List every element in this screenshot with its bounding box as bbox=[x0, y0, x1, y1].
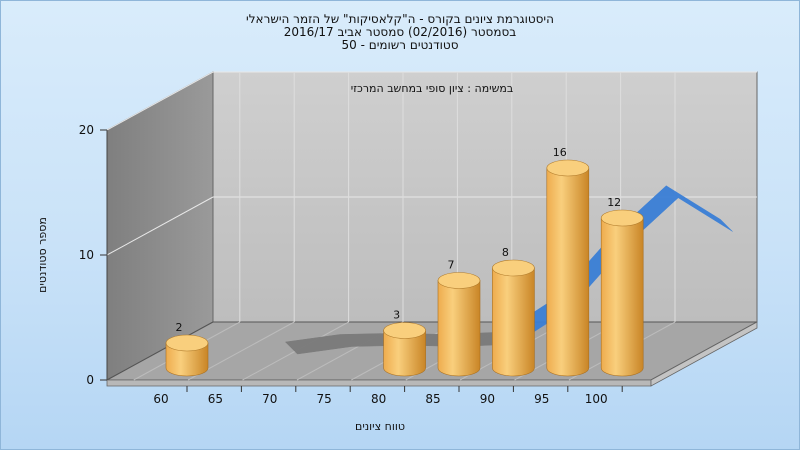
x-tick-label: 65 bbox=[208, 392, 223, 406]
gridline-side bbox=[106, 71, 214, 131]
x-tick-label: 75 bbox=[317, 392, 332, 406]
bar-value-label: 2 bbox=[176, 321, 183, 334]
bar-body bbox=[600, 217, 644, 377]
bar-body bbox=[546, 167, 590, 377]
chart-subtitle: במשימה : ציון סופי במחשב המרכזי bbox=[351, 82, 514, 95]
x-tick-label: 60 bbox=[153, 392, 168, 406]
bar-top bbox=[383, 322, 426, 339]
bar-value-label: 7 bbox=[448, 259, 455, 272]
gridline-side bbox=[106, 196, 214, 256]
curve-segment bbox=[666, 185, 733, 232]
bar-body bbox=[492, 267, 535, 377]
y-tick-label: 10 bbox=[79, 248, 94, 262]
floor-front-edge bbox=[106, 379, 652, 387]
bar: 7 bbox=[437, 259, 481, 377]
x-tick-label: 70 bbox=[262, 392, 277, 406]
bar: 3 bbox=[383, 309, 426, 377]
floor-right-edge bbox=[650, 321, 758, 387]
bar-body bbox=[437, 280, 481, 377]
bar-top bbox=[492, 259, 535, 277]
chart-title-line-3: סטודנטים רשומים - 50 bbox=[341, 38, 458, 52]
bar-top bbox=[165, 334, 209, 352]
bar: 16 bbox=[546, 146, 590, 377]
bar-body bbox=[165, 342, 209, 377]
y-axis-label: מספר סטודנטים bbox=[36, 217, 49, 293]
bar-top bbox=[600, 209, 644, 227]
bar-series: 2 3 7 8 16 12 bbox=[165, 146, 644, 377]
x-tick-label: 90 bbox=[480, 392, 495, 406]
bar-value-label: 8 bbox=[502, 246, 509, 259]
chart-title-line-2: בסמסטר (02/2016) סמסטר אביב 2016/17 bbox=[284, 25, 516, 39]
bar-value-label: 12 bbox=[607, 196, 621, 209]
bar-body bbox=[383, 330, 426, 377]
x-tick-label: 80 bbox=[371, 392, 386, 406]
x-tick-label: 95 bbox=[534, 392, 549, 406]
x-tick-label: 85 bbox=[425, 392, 440, 406]
bar-value-label: 16 bbox=[553, 146, 567, 159]
bar-top bbox=[437, 272, 481, 289]
chart-title-line-1: היסטוגרמת ציונים בקורס - ה"קלאסיקות" של … bbox=[246, 12, 554, 26]
bar: 12 bbox=[600, 196, 644, 377]
bar: 8 bbox=[492, 246, 535, 377]
bar: 2 bbox=[165, 321, 209, 377]
axis-ticks: 0 10 20 60 65 70 75 80 85 90 95 100 bbox=[79, 123, 623, 406]
bar-top bbox=[546, 159, 590, 177]
y-tick-label: 20 bbox=[79, 123, 94, 137]
bar-value-label: 3 bbox=[393, 309, 400, 322]
x-tick-label: 100 bbox=[585, 392, 608, 406]
x-axis-label: טווח ציונים bbox=[355, 420, 405, 433]
y-tick-label: 0 bbox=[86, 373, 94, 387]
